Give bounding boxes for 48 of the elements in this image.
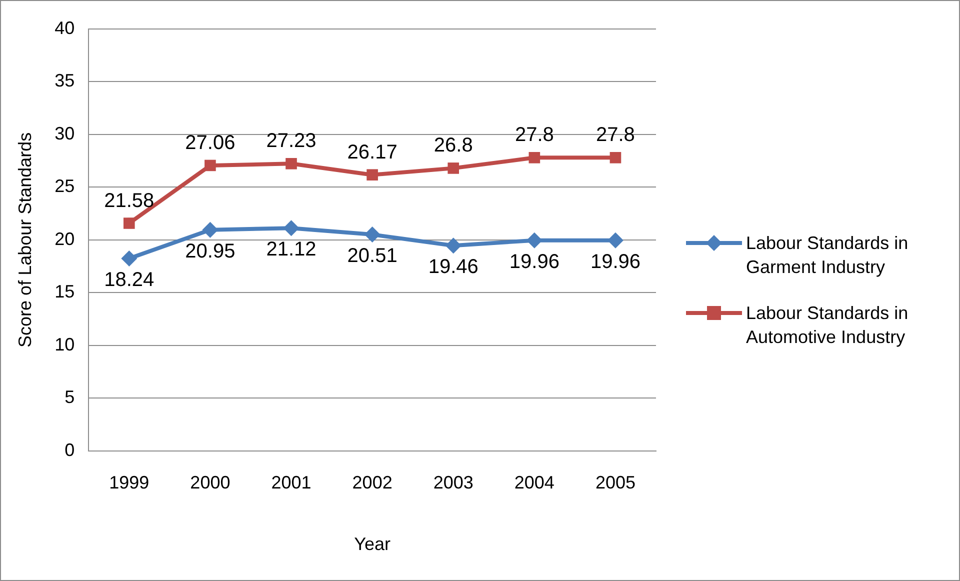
point (286, 158, 297, 170)
y-tick-label: 0 (64, 440, 75, 460)
data-label: 26.8 (434, 134, 473, 157)
y-tick-label: 25 (54, 176, 75, 196)
data-label: 19.96 (509, 250, 560, 273)
y-tick-label: 30 (54, 123, 75, 144)
x-tick-label: 2002 (352, 472, 392, 493)
point (607, 232, 624, 248)
x-tick-label: 2004 (514, 472, 554, 493)
legend-label: Labour Standards in Garment Industry (746, 232, 910, 279)
data-label: 27.8 (596, 124, 635, 146)
point (526, 232, 542, 248)
data-label: 21.12 (266, 238, 316, 261)
y-tick-label: 15 (54, 282, 75, 302)
y-tick-label: 40 (54, 18, 75, 38)
point (123, 218, 135, 229)
data-label: 27.23 (266, 130, 316, 152)
x-tick-label: 2003 (433, 472, 474, 493)
point (448, 162, 460, 174)
y-tick-label: 10 (54, 334, 75, 354)
x-tick-label: 1999 (109, 472, 150, 493)
y-tick-label: 5 (64, 387, 75, 408)
x-axis-title: Year (354, 534, 390, 554)
point (610, 152, 622, 164)
data-label: 21.58 (104, 190, 154, 212)
y-tick-label: 20 (54, 228, 75, 249)
y-tick-label: 35 (54, 70, 75, 91)
data-label: 27.8 (514, 124, 554, 146)
point (364, 226, 380, 243)
point (366, 169, 378, 180)
data-label: 19.46 (428, 256, 478, 278)
point (283, 220, 300, 236)
y-axis-title: Score of Labour Standards (14, 132, 35, 348)
data-label: 20.95 (185, 240, 236, 262)
x-tick-label: 2001 (271, 472, 312, 493)
point (528, 152, 540, 164)
point (445, 238, 462, 254)
data-label: 26.17 (347, 141, 398, 164)
data-label: 20.51 (347, 245, 398, 268)
x-tick-label: 2005 (595, 472, 636, 493)
data-label: 19.96 (590, 250, 641, 273)
data-label: 27.06 (185, 132, 236, 154)
data-label: 18.24 (104, 268, 154, 291)
point (121, 250, 138, 266)
legend-label: Labour Standards in Automotive Industry (746, 302, 910, 349)
x-tick-label: 2000 (190, 472, 230, 493)
point (204, 160, 216, 172)
point (202, 222, 218, 238)
